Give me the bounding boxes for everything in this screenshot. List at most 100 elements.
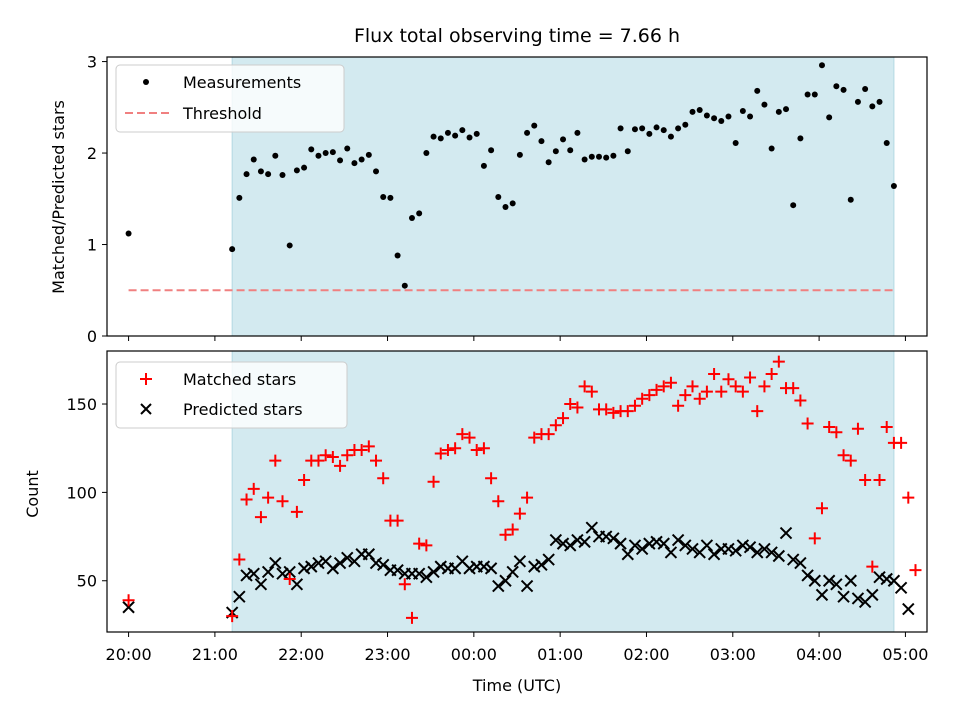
predicted-stars-point — [240, 569, 253, 582]
matched-stars-point — [873, 474, 886, 487]
measurement-point — [229, 246, 236, 253]
predicted-stars-point — [686, 542, 699, 556]
measurement-point — [545, 159, 552, 166]
measurement-point — [818, 62, 825, 69]
top-legend-box — [115, 64, 345, 133]
matched-stars-point — [722, 373, 735, 386]
measurement-point — [840, 86, 847, 93]
matched-stars-point — [895, 436, 908, 449]
matched-stars-point — [736, 385, 749, 398]
matched-stars-point — [600, 403, 613, 416]
top-panel-marks — [125, 62, 897, 292]
matched-stars-point — [362, 440, 375, 453]
matched-stars-point — [312, 454, 325, 467]
matched-stars-point — [830, 426, 843, 439]
top-y-axis-label: Matched/Predicted stars — [49, 100, 68, 294]
matched-stars-point — [643, 389, 656, 402]
bottom-y-tick-label: 50 — [77, 572, 97, 591]
measurement-point — [495, 193, 502, 200]
measurement-point — [775, 108, 782, 115]
predicted-stars-point — [808, 574, 821, 587]
measurement-point — [560, 136, 567, 143]
matched-stars-point — [492, 495, 505, 508]
measurement-point — [804, 91, 811, 98]
matched-stars-point — [880, 420, 893, 433]
matched-stars-point — [449, 442, 462, 455]
matched-stars-point — [607, 406, 620, 419]
bottom-legend: Matched stars Predicted stars — [115, 361, 348, 429]
predicted-stars-point — [276, 567, 289, 580]
predicted-stars-point — [290, 578, 304, 591]
predicted-stars-point — [880, 572, 893, 586]
top-panel-frame — [106, 56, 928, 337]
matched-stars-point — [578, 380, 591, 393]
measurement-point — [739, 107, 746, 114]
measurement-point — [401, 282, 408, 289]
matched-stars-point — [564, 398, 577, 411]
matched-stars-point — [866, 560, 879, 573]
predicted-stars-point — [506, 565, 519, 579]
matched-stars-point — [844, 454, 857, 467]
x-tick-label: 23:00 — [364, 645, 410, 664]
predicted-stars-point — [513, 555, 527, 568]
measurement-point — [826, 114, 833, 121]
measurement-point — [754, 87, 761, 94]
matched-stars-point — [499, 528, 512, 541]
predicted-stars-point — [312, 556, 325, 570]
measurement-point — [301, 164, 308, 171]
matched-stars-point — [571, 401, 584, 414]
measurement-point — [660, 127, 667, 134]
matched-stars-point — [636, 392, 649, 405]
predicted-stars-point — [894, 581, 908, 595]
measurement-point — [567, 147, 574, 154]
measurement-point — [322, 150, 329, 157]
matched-stars-point — [521, 491, 534, 504]
measurement-point — [473, 130, 480, 137]
measurement-point — [466, 134, 473, 141]
predicted-stars-point — [434, 560, 447, 573]
predicted-stars-point — [679, 539, 692, 552]
measurement-point — [265, 171, 272, 178]
predicted-stars-point — [549, 533, 563, 547]
matched-stars-point — [650, 383, 663, 396]
matched-stars-point — [420, 539, 433, 552]
bottom-y-axis-label: Count — [23, 470, 42, 518]
predicted-stars-point — [564, 539, 577, 552]
x-tick-label: 05:00 — [882, 645, 928, 664]
matched-stars-point — [240, 493, 253, 506]
measurement-point — [711, 115, 718, 122]
matched-stars-point — [909, 564, 922, 577]
predicted-stars-point — [556, 537, 570, 550]
predicted-stars-point — [305, 560, 318, 573]
predicted-stars-point — [412, 567, 426, 580]
predicted-stars-point — [722, 542, 735, 556]
predicted-stars-point — [484, 562, 498, 575]
matched-stars-point — [470, 443, 483, 456]
measurement-point — [437, 135, 444, 142]
predicted-stars-point — [787, 553, 800, 566]
predicted-stars-point — [341, 551, 354, 564]
matched-stars-point — [427, 475, 440, 488]
measurement-point — [459, 127, 466, 134]
predicted-stars-point — [122, 601, 135, 614]
matched-stars-point — [585, 385, 598, 398]
bottom-y-tick-label: 100 — [66, 483, 97, 502]
measurement-point — [811, 91, 818, 98]
matched-stars-point — [477, 442, 490, 455]
measurement-point — [797, 135, 804, 142]
measurement-point — [308, 146, 315, 153]
predicted-stars-point — [528, 560, 541, 573]
matched-stars-point — [226, 610, 239, 623]
matched-stars-point — [794, 394, 807, 407]
measurement-point — [631, 126, 638, 133]
predicted-stars-point — [477, 560, 491, 573]
matched-stars-point — [664, 376, 677, 389]
measurement-point — [574, 129, 581, 136]
predicted-stars-point — [844, 574, 857, 587]
top-panel-axis: 0 1 2 3 — [87, 53, 906, 346]
predicted-stars-point — [261, 565, 275, 579]
matched-stars-point — [672, 399, 685, 412]
measurement-point — [365, 151, 372, 158]
predicted-stars-point — [463, 562, 476, 575]
